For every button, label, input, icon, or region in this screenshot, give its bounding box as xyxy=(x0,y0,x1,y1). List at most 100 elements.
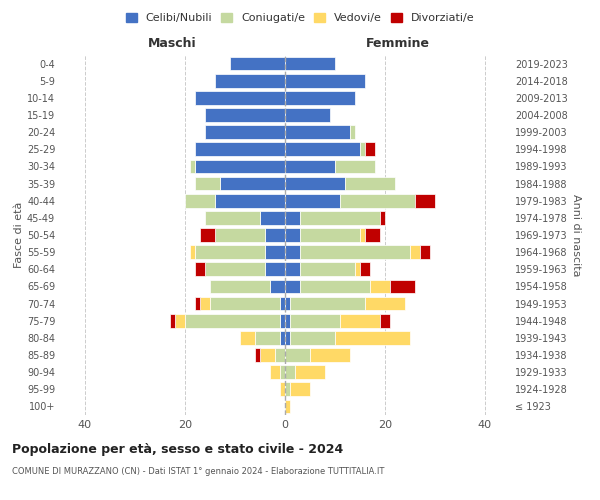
Bar xyxy=(280,382,285,396)
Bar xyxy=(285,262,300,276)
Bar xyxy=(200,228,215,242)
Bar xyxy=(355,262,360,276)
Bar xyxy=(285,194,340,207)
Bar xyxy=(290,331,335,344)
Bar xyxy=(210,296,280,310)
Bar xyxy=(370,280,390,293)
Bar xyxy=(195,142,285,156)
Bar xyxy=(380,211,385,224)
Bar xyxy=(360,228,365,242)
Bar xyxy=(285,91,355,104)
Bar xyxy=(170,314,175,328)
Bar xyxy=(195,91,285,104)
Bar xyxy=(360,142,365,156)
Bar xyxy=(255,331,280,344)
Bar xyxy=(195,160,285,173)
Bar xyxy=(270,280,285,293)
Bar xyxy=(285,211,300,224)
Text: Popolazione per età, sesso e stato civile - 2024: Popolazione per età, sesso e stato civil… xyxy=(12,442,343,456)
Bar xyxy=(340,314,380,328)
Bar xyxy=(300,246,410,259)
Bar xyxy=(285,314,290,328)
Bar xyxy=(300,228,360,242)
Y-axis label: Fasce di età: Fasce di età xyxy=(14,202,24,268)
Text: Maschi: Maschi xyxy=(148,37,197,50)
Bar xyxy=(335,331,410,344)
Bar xyxy=(285,400,290,413)
Bar xyxy=(380,314,390,328)
Bar xyxy=(350,126,355,139)
Bar xyxy=(195,176,220,190)
Legend: Celibi/Nubili, Coniugati/e, Vedovi/e, Divorziati/e: Celibi/Nubili, Coniugati/e, Vedovi/e, Di… xyxy=(124,10,476,26)
Bar xyxy=(335,160,375,173)
Bar xyxy=(285,382,290,396)
Bar xyxy=(205,126,285,139)
Bar xyxy=(220,176,285,190)
Bar xyxy=(300,280,370,293)
Bar xyxy=(280,366,285,379)
Bar xyxy=(195,296,200,310)
Bar xyxy=(280,296,285,310)
Bar xyxy=(290,296,365,310)
Bar xyxy=(205,211,260,224)
Bar xyxy=(205,262,265,276)
Bar xyxy=(365,142,375,156)
Bar xyxy=(345,176,395,190)
Bar xyxy=(285,108,330,122)
Bar xyxy=(200,296,210,310)
Bar xyxy=(410,246,420,259)
Bar xyxy=(255,348,260,362)
Bar xyxy=(260,348,275,362)
Bar xyxy=(185,314,280,328)
Bar xyxy=(420,246,430,259)
Bar xyxy=(285,126,350,139)
Bar xyxy=(285,246,300,259)
Bar xyxy=(285,74,365,88)
Bar xyxy=(285,160,335,173)
Y-axis label: Anni di nascita: Anni di nascita xyxy=(571,194,581,276)
Bar xyxy=(285,280,300,293)
Bar xyxy=(340,194,415,207)
Bar xyxy=(285,296,290,310)
Bar xyxy=(265,262,285,276)
Bar xyxy=(285,348,310,362)
Bar xyxy=(365,296,405,310)
Bar xyxy=(300,211,380,224)
Bar xyxy=(415,194,435,207)
Bar xyxy=(285,56,335,70)
Bar xyxy=(300,262,355,276)
Bar xyxy=(205,108,285,122)
Bar xyxy=(230,56,285,70)
Bar xyxy=(290,382,310,396)
Bar xyxy=(265,228,285,242)
Text: Femmine: Femmine xyxy=(365,37,430,50)
Bar xyxy=(265,246,285,259)
Bar xyxy=(290,314,340,328)
Text: COMUNE DI MURAZZANO (CN) - Dati ISTAT 1° gennaio 2024 - Elaborazione TUTTITALIA.: COMUNE DI MURAZZANO (CN) - Dati ISTAT 1°… xyxy=(12,468,385,476)
Bar xyxy=(195,246,265,259)
Bar xyxy=(280,331,285,344)
Bar xyxy=(175,314,185,328)
Bar xyxy=(215,228,265,242)
Bar xyxy=(280,314,285,328)
Bar xyxy=(190,246,195,259)
Bar xyxy=(215,194,285,207)
Bar xyxy=(295,366,325,379)
Bar xyxy=(365,228,380,242)
Bar xyxy=(210,280,270,293)
Bar xyxy=(195,262,205,276)
Bar xyxy=(215,74,285,88)
Bar xyxy=(285,366,295,379)
Bar xyxy=(285,331,290,344)
Bar xyxy=(270,366,280,379)
Bar xyxy=(390,280,415,293)
Bar xyxy=(240,331,255,344)
Bar xyxy=(285,176,345,190)
Bar xyxy=(185,194,215,207)
Bar xyxy=(190,160,195,173)
Bar xyxy=(285,142,360,156)
Bar xyxy=(285,228,300,242)
Bar xyxy=(310,348,350,362)
Bar xyxy=(275,348,285,362)
Bar xyxy=(360,262,370,276)
